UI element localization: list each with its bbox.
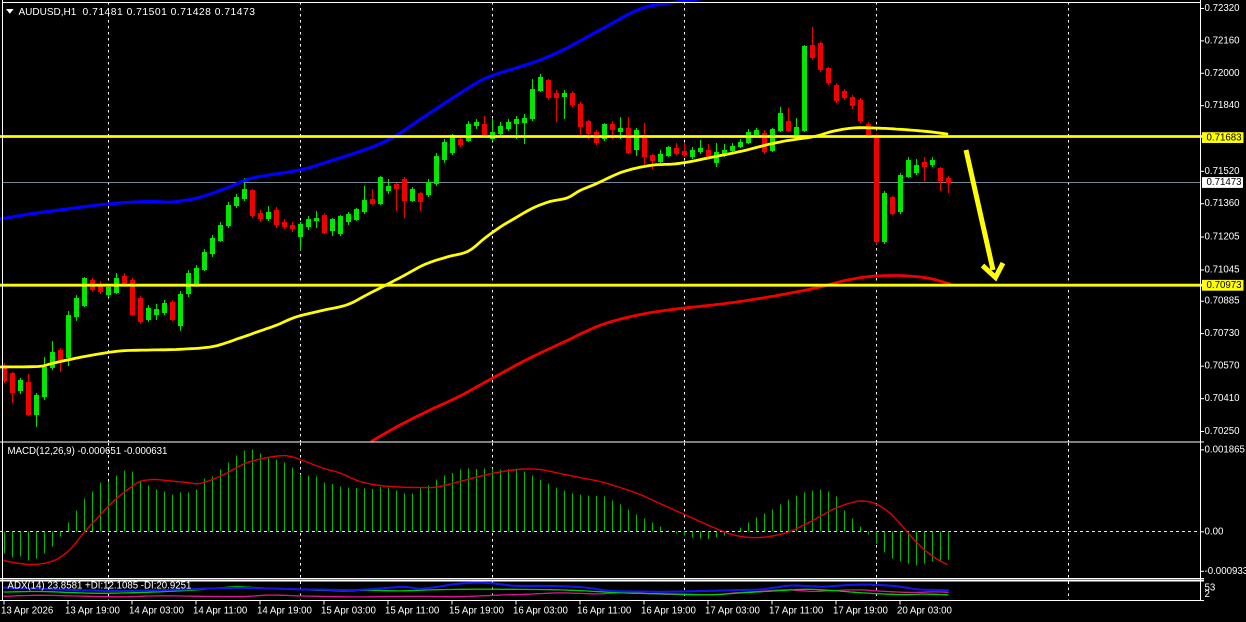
svg-text:0.001865: 0.001865 [1205, 444, 1245, 455]
svg-text:16 Apr 03:00: 16 Apr 03:00 [513, 606, 569, 617]
svg-text:20 Apr 03:00: 20 Apr 03:00 [897, 606, 953, 617]
svg-text:0.71840: 0.71840 [1205, 100, 1241, 111]
svg-text:0.72000: 0.72000 [1205, 68, 1241, 79]
svg-text:0.70973: 0.70973 [1207, 280, 1242, 291]
svg-text:0.70730: 0.70730 [1205, 328, 1241, 339]
svg-text:0.70570: 0.70570 [1205, 361, 1241, 372]
svg-text:17 Apr 11:00: 17 Apr 11:00 [769, 606, 824, 617]
svg-text:17 Apr 03:00: 17 Apr 03:00 [705, 606, 761, 617]
svg-text:0.70885: 0.70885 [1205, 296, 1240, 307]
svg-text:13 Apr 2026: 13 Apr 2026 [1, 606, 53, 617]
svg-text:13 Apr 19:00: 13 Apr 19:00 [65, 606, 121, 617]
svg-text:53: 53 [1205, 583, 1216, 594]
svg-text:AUDUSD,H1: AUDUSD,H1 [19, 7, 77, 18]
svg-text:0.71360: 0.71360 [1205, 198, 1241, 209]
svg-text:15 Apr 03:00: 15 Apr 03:00 [321, 606, 377, 617]
svg-text:0.71481 0.71501 0.71428 0.7147: 0.71481 0.71501 0.71428 0.71473 [83, 7, 256, 18]
svg-text:0.72160: 0.72160 [1205, 35, 1241, 46]
svg-text:2: 2 [1205, 589, 1210, 600]
svg-text:0.71683: 0.71683 [1207, 132, 1242, 143]
svg-text:15 Apr 11:00: 15 Apr 11:00 [385, 606, 440, 617]
svg-text:14 Apr 19:00: 14 Apr 19:00 [257, 606, 313, 617]
svg-text:15 Apr 19:00: 15 Apr 19:00 [449, 606, 505, 617]
svg-text:MACD(12,26,9) -0.000651 -0.000: MACD(12,26,9) -0.000651 -0.000631 [8, 446, 168, 457]
svg-text:0.70410: 0.70410 [1205, 393, 1241, 404]
svg-text:14 Apr 03:00: 14 Apr 03:00 [129, 606, 185, 617]
svg-text:17 Apr 19:00: 17 Apr 19:00 [833, 606, 889, 617]
svg-text:-0.000933: -0.000933 [1205, 566, 1246, 577]
svg-text:0.70250: 0.70250 [1205, 426, 1241, 437]
svg-text:0.71520: 0.71520 [1205, 166, 1241, 177]
svg-text:14 Apr 11:00: 14 Apr 11:00 [193, 606, 248, 617]
svg-text:16 Apr 11:00: 16 Apr 11:00 [577, 606, 632, 617]
svg-text:0.71205: 0.71205 [1205, 232, 1240, 243]
svg-text:0.00: 0.00 [1205, 526, 1224, 537]
svg-text:0.72320: 0.72320 [1205, 3, 1241, 14]
svg-text:16 Apr 19:00: 16 Apr 19:00 [641, 606, 697, 617]
svg-text:0.71045: 0.71045 [1205, 265, 1240, 276]
svg-text:0.71473: 0.71473 [1207, 177, 1242, 188]
svg-text:ADX(14) 23.8581 +DI:12.1085 -D: ADX(14) 23.8581 +DI:12.1085 -DI:20.9251 [8, 581, 192, 592]
